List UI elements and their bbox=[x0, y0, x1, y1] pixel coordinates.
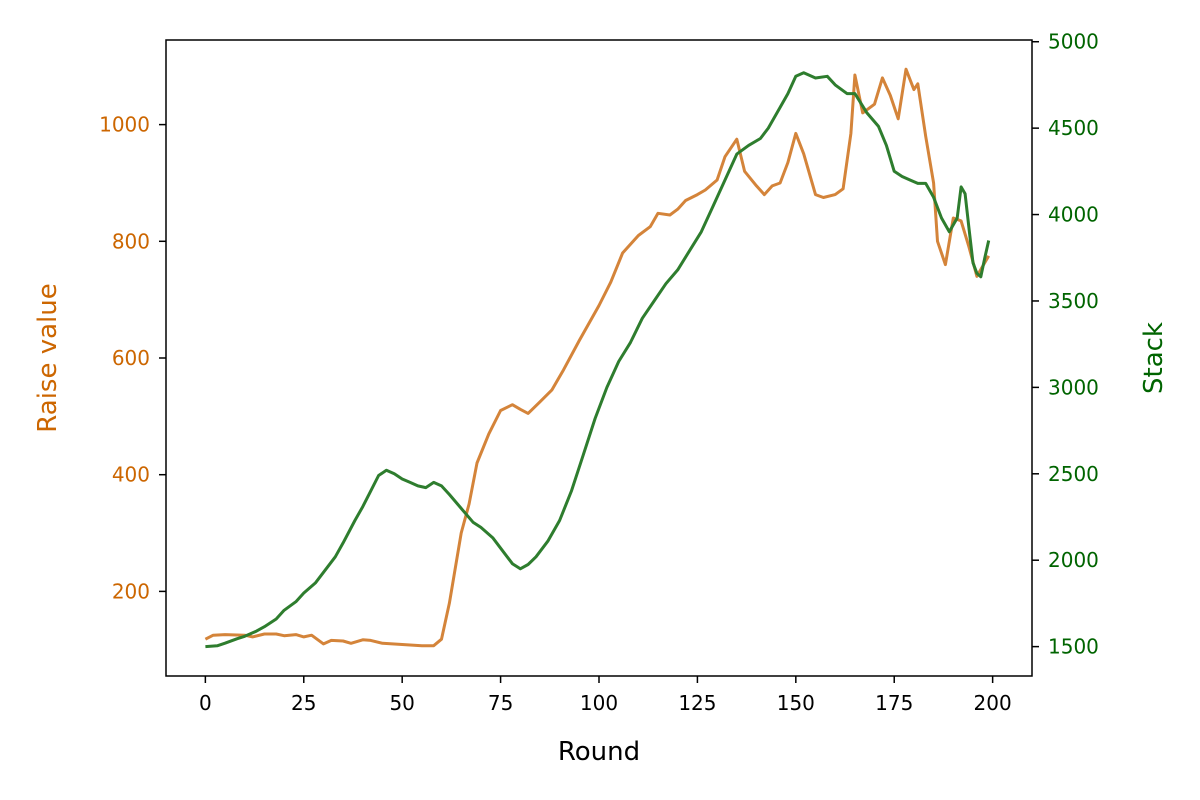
x-axis-title: Round bbox=[558, 737, 640, 767]
y-axis-left: 200 400 600 800 1000 bbox=[99, 113, 166, 603]
x-tick-label: 50 bbox=[389, 691, 414, 715]
y-right-tick-label: 1500 bbox=[1048, 635, 1099, 659]
x-axis: 0 25 50 75 100 125 150 175 200 bbox=[199, 676, 1012, 715]
x-tick-label: 125 bbox=[678, 691, 716, 715]
y-left-tick-label: 400 bbox=[112, 463, 150, 487]
stack-line bbox=[205, 71, 991, 649]
plot-area bbox=[165, 39, 1033, 677]
x-tick-label: 25 bbox=[291, 691, 316, 715]
y-axis-right: 1500 2000 2500 3000 3500 4000 4500 5000 bbox=[1032, 30, 1099, 659]
x-tick-label: 0 bbox=[199, 691, 212, 715]
y-right-tick-label: 4500 bbox=[1048, 116, 1099, 140]
y-left-tick-label: 600 bbox=[112, 346, 150, 370]
y-right-tick-label: 4000 bbox=[1048, 203, 1099, 227]
y-left-tick-label: 200 bbox=[112, 579, 150, 603]
y-right-tick-label: 2500 bbox=[1048, 462, 1099, 486]
y-axis-left-title: Raise value bbox=[33, 283, 63, 432]
y-right-tick-label: 3500 bbox=[1048, 289, 1099, 313]
y-right-tick-label: 2000 bbox=[1048, 548, 1099, 572]
y-axis-right-title: Stack bbox=[1139, 322, 1169, 394]
y-left-tick-label: 1000 bbox=[99, 113, 150, 137]
y-right-tick-label: 3000 bbox=[1048, 375, 1099, 399]
x-tick-label: 150 bbox=[777, 691, 815, 715]
y-right-tick-label: 5000 bbox=[1048, 30, 1099, 54]
x-tick-label: 200 bbox=[974, 691, 1012, 715]
raise-value-line bbox=[204, 67, 990, 648]
y-left-tick-label: 800 bbox=[112, 229, 150, 253]
x-tick-label: 175 bbox=[875, 691, 913, 715]
x-tick-label: 100 bbox=[580, 691, 618, 715]
series-layer bbox=[204, 67, 991, 649]
x-tick-label: 75 bbox=[488, 691, 513, 715]
